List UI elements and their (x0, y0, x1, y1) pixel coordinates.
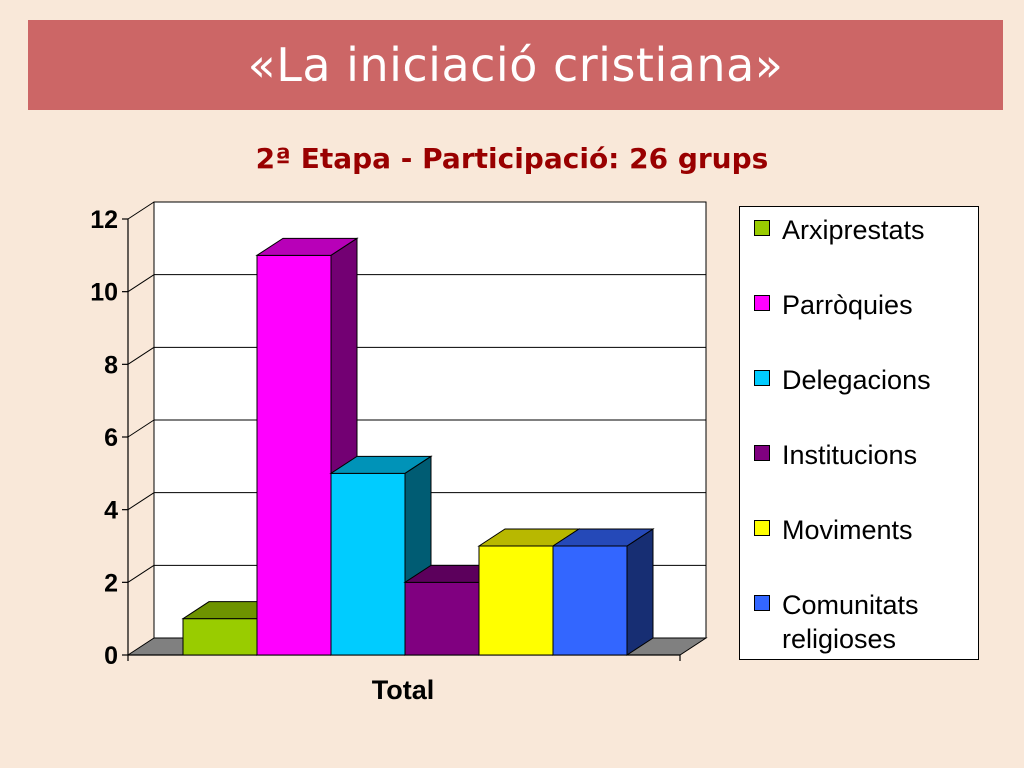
gridline-side (127, 419, 155, 438)
bar-delegacions (330, 472, 406, 656)
legend-swatch (754, 595, 770, 611)
legend-item: Delegacions (754, 363, 931, 397)
legend-item: Parròquies (754, 288, 913, 322)
y-tick-label: 6 (104, 424, 118, 452)
bar-institucions (404, 581, 480, 656)
legend-item: Institucions (754, 438, 917, 472)
slide-title: «La iniciació cristiana» (247, 38, 784, 92)
gridline-side (127, 492, 155, 511)
bar-delegacions-top (329, 455, 433, 474)
legend-item: Comunitats religioses (754, 588, 919, 656)
y-tick-label: 8 (104, 351, 118, 379)
legend-swatch (754, 520, 770, 536)
legend-label: Parròquies (782, 290, 913, 320)
y-tick-label: 2 (104, 569, 118, 597)
legend-item: Moviments (754, 513, 913, 547)
y-tick-label: 12 (90, 206, 118, 234)
legend-swatch (754, 370, 770, 386)
bar-comunitats-religioses-top (551, 528, 655, 547)
legend-swatch (754, 445, 770, 461)
bar-moviments (478, 545, 554, 656)
legend-item: Arxiprestats (754, 213, 925, 247)
legend-label: Institucions (782, 440, 918, 470)
y-tick-label: 4 (104, 497, 118, 525)
x-category-label: Total (372, 675, 435, 705)
legend-label: Comunitats religioses (782, 590, 919, 654)
gridline-side (127, 274, 155, 293)
bar-comunitats-religioses (552, 545, 628, 656)
y-tick-label: 10 (90, 279, 118, 307)
bar-parr-quies-top (255, 237, 359, 256)
y-tick-label: 0 (104, 642, 118, 670)
legend-label: Delegacions (782, 365, 931, 395)
legend-swatch (754, 220, 770, 236)
chart-title: 2ª Etapa - Participació: 26 grups (255, 142, 769, 175)
bar-arxiprestats (182, 618, 258, 656)
bar-parr-quies (256, 254, 332, 656)
legend-swatch (754, 295, 770, 311)
gridline-side (127, 564, 155, 583)
title-banner: «La iniciació cristiana» (28, 20, 1003, 110)
legend-label: Arxiprestats (782, 215, 925, 245)
gridline-side (127, 201, 155, 220)
legend-label: Moviments (782, 515, 913, 545)
chart-legend: Arxiprestats Parròquies Delegacions Institu… (739, 206, 979, 660)
gridline-side (127, 346, 155, 365)
bar-comunitats-religioses-side (626, 528, 654, 656)
